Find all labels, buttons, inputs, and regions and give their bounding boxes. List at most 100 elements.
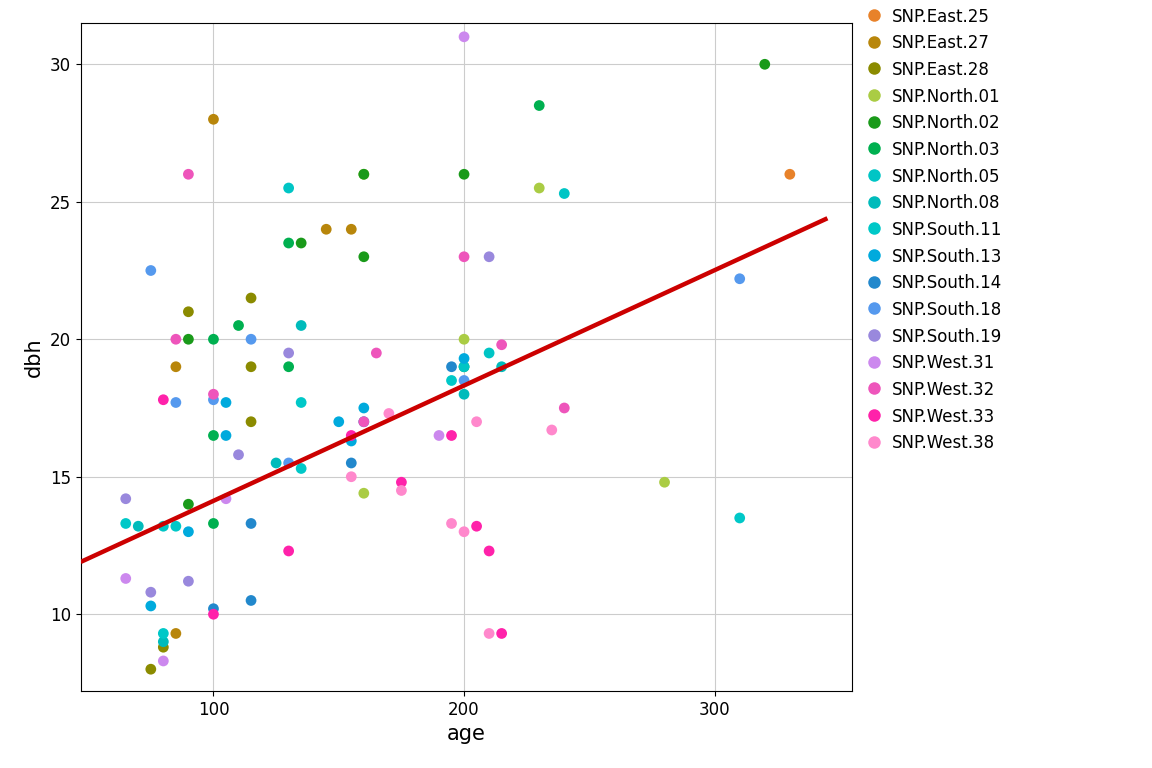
Point xyxy=(492,361,510,373)
Point xyxy=(291,396,310,409)
Point xyxy=(455,168,473,180)
Point xyxy=(267,457,286,469)
Point xyxy=(355,415,373,428)
Point xyxy=(204,113,222,125)
Point xyxy=(167,333,185,346)
Point xyxy=(355,168,373,180)
Point xyxy=(342,471,361,483)
Point xyxy=(204,603,222,615)
Point xyxy=(116,518,135,530)
Point xyxy=(217,396,235,409)
Point xyxy=(116,492,135,505)
Point xyxy=(242,415,260,428)
Point xyxy=(480,545,499,557)
Point xyxy=(342,223,361,236)
Point xyxy=(392,485,410,497)
Point xyxy=(280,545,298,557)
Point xyxy=(442,361,461,373)
Point xyxy=(367,347,386,359)
Point xyxy=(217,429,235,442)
Point xyxy=(442,429,461,442)
Point xyxy=(167,396,185,409)
Point xyxy=(154,393,173,406)
Point xyxy=(180,575,198,588)
Point xyxy=(180,525,198,538)
Point xyxy=(342,457,361,469)
Point xyxy=(280,347,298,359)
Point xyxy=(756,58,774,71)
Point xyxy=(455,388,473,400)
Point xyxy=(442,374,461,386)
Point xyxy=(355,168,373,180)
Point xyxy=(154,636,173,648)
Point xyxy=(242,518,260,530)
Point xyxy=(291,237,310,249)
X-axis label: age: age xyxy=(447,724,486,744)
Point xyxy=(291,319,310,332)
Point xyxy=(380,407,399,419)
Point xyxy=(167,520,185,532)
Point xyxy=(781,168,799,180)
Point xyxy=(468,520,486,532)
Point xyxy=(167,627,185,640)
Point xyxy=(530,182,548,194)
Point xyxy=(730,273,749,285)
Point xyxy=(455,333,473,346)
Point xyxy=(455,353,473,365)
Point xyxy=(355,487,373,499)
Point xyxy=(492,339,510,351)
Point xyxy=(242,333,260,346)
Point xyxy=(180,333,198,346)
Point xyxy=(392,476,410,488)
Y-axis label: dbh: dbh xyxy=(24,337,44,377)
Point xyxy=(229,319,248,332)
Point xyxy=(317,223,335,236)
Point xyxy=(480,627,499,640)
Point xyxy=(142,264,160,276)
Point xyxy=(180,498,198,511)
Point xyxy=(430,429,448,442)
Point xyxy=(355,402,373,414)
Point xyxy=(355,415,373,428)
Legend: SNP.East.25, SNP.East.27, SNP.East.28, SNP.North.01, SNP.North.02, SNP.North.03,: SNP.East.25, SNP.East.27, SNP.East.28, S… xyxy=(870,8,1002,452)
Point xyxy=(555,187,574,200)
Point xyxy=(142,600,160,612)
Point xyxy=(342,435,361,447)
Point xyxy=(180,306,198,318)
Point xyxy=(204,518,222,530)
Point xyxy=(154,520,173,532)
Point xyxy=(280,361,298,373)
Point xyxy=(129,520,147,532)
Point xyxy=(280,457,298,469)
Point xyxy=(455,374,473,386)
Point xyxy=(480,347,499,359)
Point xyxy=(180,168,198,180)
Point xyxy=(455,361,473,373)
Point xyxy=(204,393,222,406)
Point xyxy=(154,627,173,640)
Point xyxy=(480,250,499,263)
Point xyxy=(468,415,486,428)
Point xyxy=(229,449,248,461)
Point xyxy=(204,608,222,621)
Point xyxy=(142,586,160,598)
Point xyxy=(655,476,674,488)
Point xyxy=(242,594,260,607)
Point xyxy=(342,429,361,442)
Point xyxy=(555,402,574,414)
Point xyxy=(154,655,173,667)
Point xyxy=(204,429,222,442)
Point xyxy=(530,99,548,111)
Point xyxy=(355,250,373,263)
Point xyxy=(242,292,260,304)
Point xyxy=(730,511,749,524)
Point xyxy=(204,388,222,400)
Point xyxy=(442,518,461,530)
Point xyxy=(217,492,235,505)
Point xyxy=(280,237,298,249)
Point xyxy=(543,424,561,436)
Point xyxy=(291,462,310,475)
Point xyxy=(280,182,298,194)
Point xyxy=(204,333,222,346)
Point xyxy=(142,663,160,675)
